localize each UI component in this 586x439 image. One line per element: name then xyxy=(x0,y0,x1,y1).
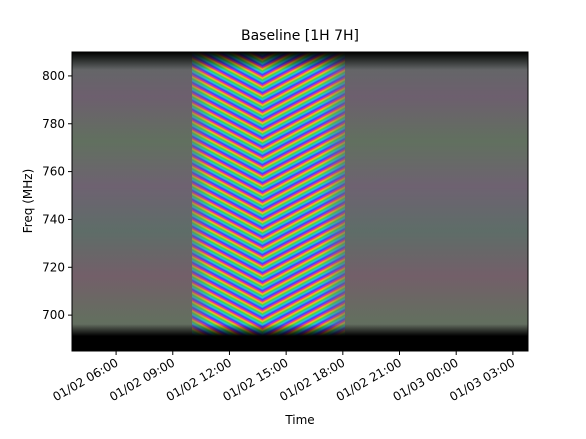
y-tick-label: 700 xyxy=(42,308,65,322)
y-tick-label: 780 xyxy=(42,117,65,131)
y-tick-label: 720 xyxy=(42,260,65,274)
chart-title: Baseline [1H 7H] xyxy=(241,28,359,44)
heatmap-image xyxy=(72,52,528,351)
y-axis-label: Freq (MHz) xyxy=(21,169,35,234)
y-tick-label: 800 xyxy=(42,69,65,83)
x-axis-label: Time xyxy=(284,413,314,427)
y-tick-label: 740 xyxy=(42,212,65,226)
y-tick-label: 760 xyxy=(42,165,65,179)
plot-frame xyxy=(71,51,529,352)
